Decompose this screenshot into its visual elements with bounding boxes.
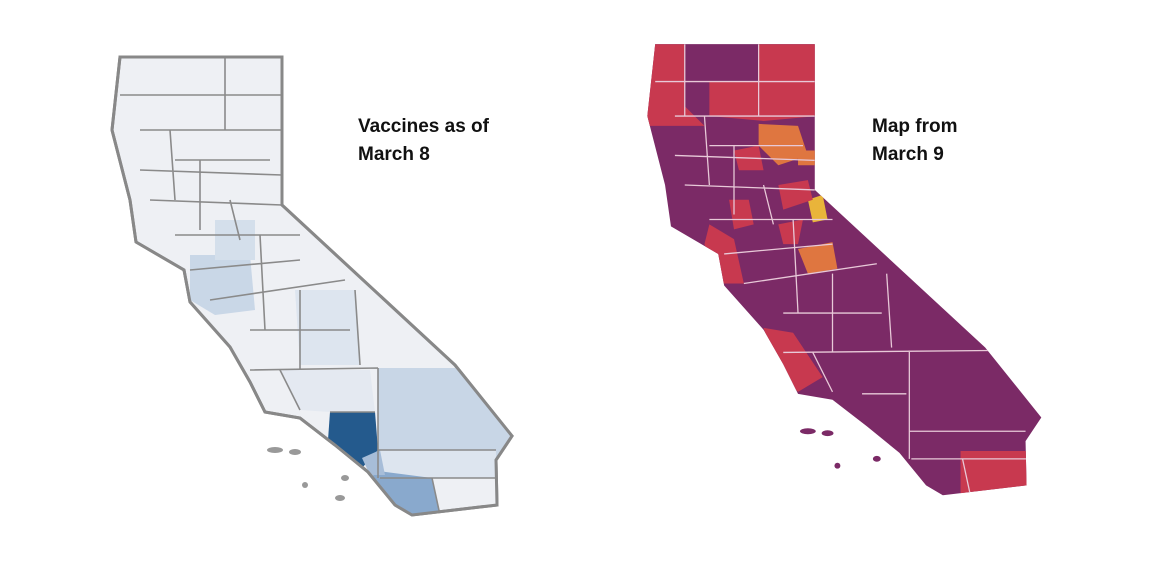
- tier-map: [647, 44, 1042, 496]
- map-caption: Map from: [872, 116, 958, 137]
- map-caption: Vaccines as of: [358, 116, 490, 137]
- map-caption: March 8: [358, 144, 430, 165]
- vaccine-map: [110, 55, 514, 517]
- map-caption: March 9: [872, 144, 944, 165]
